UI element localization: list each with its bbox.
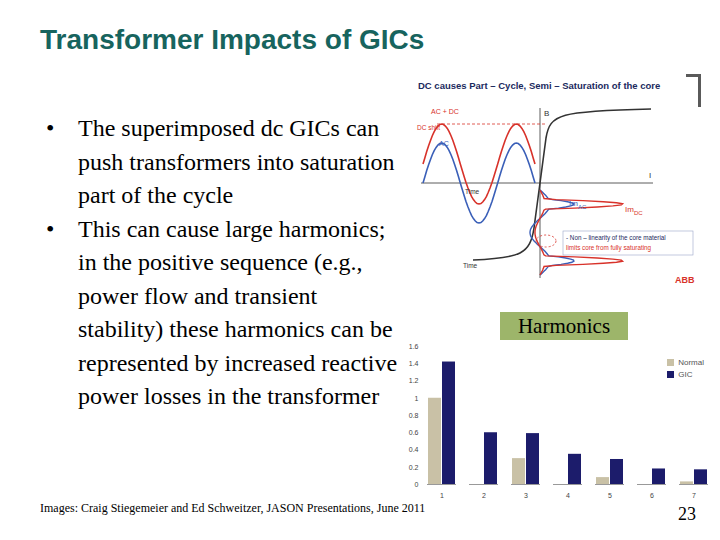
svg-text:1.6: 1.6 [409, 343, 419, 350]
html-text:Transformer Impacts of GICs: Transformer Impacts of GICs [40, 24, 425, 55]
svg-text:I: I [649, 171, 651, 180]
svg-text:ImAC: ImAC [569, 199, 587, 210]
svg-text:1: 1 [415, 394, 419, 401]
svg-text:2: 2 [482, 492, 486, 499]
svg-text:0.4: 0.4 [409, 446, 419, 453]
svg-text:0.2: 0.2 [409, 463, 419, 470]
html-text:Images: Craig Stiegemeier and: Images: Craig Stiegemeier and Ed Schweit… [40, 501, 426, 515]
html-text:Harmonics: Harmonics [517, 314, 611, 338]
svg-text:1: 1 [440, 492, 444, 499]
svg-text:AC + DC: AC + DC [431, 108, 459, 115]
html-text:DC causes Part – Cycle, Semi –: DC causes Part – Cycle, Semi – Saturatio… [418, 80, 661, 91]
html-text:This can cause large harmonics: This can cause large harmonics; in the p… [78, 215, 398, 409]
svg-text:1.4: 1.4 [409, 360, 419, 367]
svg-text:5: 5 [608, 492, 612, 499]
svg-text:7: 7 [692, 492, 696, 499]
svg-text:B: B [544, 109, 549, 118]
svg-text:AC: AC [439, 140, 449, 147]
svg-text:0: 0 [415, 481, 419, 488]
html-text:The superimposed dc GICs can p: The superimposed dc GICs can push transf… [78, 115, 395, 208]
svg-text:6: 6 [650, 492, 654, 499]
svg-text:- Non – linearity of the core: - Non – linearity of the core material [566, 234, 666, 242]
svg-text:1.2: 1.2 [409, 377, 419, 384]
svg-text:0.8: 0.8 [409, 412, 419, 419]
svg-text:4: 4 [566, 492, 570, 499]
svg-text:Time: Time [463, 262, 478, 269]
html-text:GIC: GIC [678, 369, 693, 379]
html-text:23: 23 [678, 504, 696, 524]
svg-text:Time: Time [465, 188, 480, 195]
svg-text:0.6: 0.6 [409, 429, 419, 436]
svg-text:limits core from fully saturat: limits core from fully saturating [566, 244, 652, 252]
html-text:Normal: Normal [678, 357, 704, 367]
svg-text:ImDC: ImDC [625, 205, 643, 216]
svg-text:3: 3 [524, 492, 528, 499]
svg-text:DC shift: DC shift [417, 124, 440, 131]
svg-text:ABB: ABB [675, 275, 695, 285]
